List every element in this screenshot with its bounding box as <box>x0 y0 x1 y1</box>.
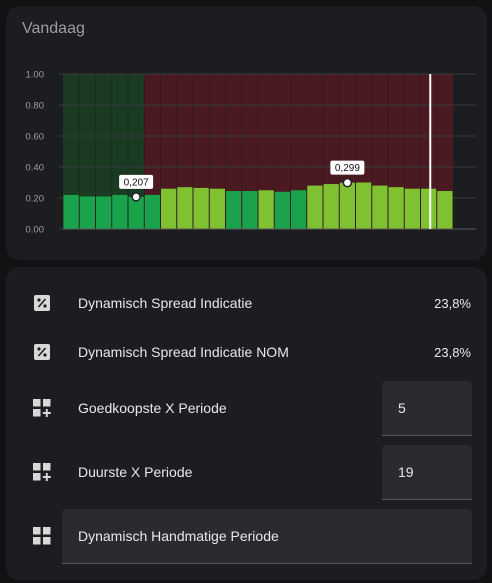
annotation-point <box>342 177 353 188</box>
grid-plus-icon <box>33 463 51 481</box>
price-bar <box>291 190 307 229</box>
price-bar <box>79 196 95 229</box>
expensive-period-input[interactable]: 19 <box>382 444 472 500</box>
entity-row-expensive-period: Duurste X Periode 19 <box>6 444 487 500</box>
entity-row-manual-period: Dynamisch Handmatige Periode <box>6 508 487 564</box>
price-bar <box>323 184 339 229</box>
price-bar <box>177 187 193 229</box>
price-chart-card: Vandaag 1.00 0.80 0.60 0.40 0.20 0.00 0,207 0,2… <box>6 6 487 260</box>
price-bar <box>96 196 112 229</box>
price-bar <box>144 194 160 229</box>
price-bar <box>258 190 274 229</box>
cheapest-period-input[interactable]: 5 <box>382 380 472 436</box>
grid-plus-icon <box>33 399 51 417</box>
entity-row-cheapest-period: Goedkoopste X Periode 5 <box>6 380 487 436</box>
entity-row-spread[interactable]: Dynamisch Spread Indicatie 23,8% <box>6 275 487 331</box>
chart-title: Vandaag <box>22 20 85 37</box>
price-bar <box>112 194 128 229</box>
entity-label: Dynamisch Handmatige Periode <box>78 527 279 544</box>
price-bar <box>388 187 404 229</box>
price-bar <box>307 185 323 229</box>
y-tick-label: 0.40 <box>26 163 45 174</box>
grid-icon <box>33 527 51 545</box>
entity-value: 23,8% <box>434 344 471 360</box>
y-tick-label: 0.20 <box>26 194 45 205</box>
percent-box-icon <box>34 295 50 311</box>
entity-label: Dynamisch Spread Indicatie NOM <box>78 344 289 360</box>
price-bar <box>193 187 209 229</box>
price-bar <box>274 191 290 229</box>
price-bar <box>161 188 177 229</box>
price-bar <box>209 188 225 229</box>
y-tick-label: 0.80 <box>26 101 45 112</box>
price-bar <box>437 191 453 229</box>
price-bar <box>356 182 372 229</box>
entity-label: Duurste X Periode <box>78 464 193 480</box>
price-bar <box>128 196 144 229</box>
annotation-point <box>131 192 141 202</box>
y-tick-label: 1.00 <box>26 70 45 81</box>
price-bar <box>339 182 355 229</box>
entity-value: 23,8% <box>434 295 471 311</box>
price-bar <box>242 191 258 229</box>
entity-row-spread-nom[interactable]: Dynamisch Spread Indicatie NOM 23,8% <box>6 324 487 380</box>
price-bar <box>226 191 242 229</box>
price-bar <box>404 188 420 229</box>
annotation-box <box>119 174 154 189</box>
price-chart[interactable]: 1.00 0.80 0.60 0.40 0.20 0.00 0,207 0,299 <box>6 6 487 260</box>
entity-label: Dynamisch Spread Indicatie <box>78 295 253 311</box>
annotation-box <box>330 160 365 175</box>
entities-card: Dynamisch Spread Indicatie 23,8% Dynamis… <box>6 267 487 580</box>
manual-period-select[interactable]: Dynamisch Handmatige Periode <box>62 508 472 564</box>
percent-box-icon <box>34 344 50 360</box>
price-bar <box>421 188 437 229</box>
y-tick-label: 0.00 <box>26 225 45 236</box>
annotation-label: 0,299 <box>335 163 360 174</box>
entity-label: Goedkoopste X Periode <box>78 400 227 416</box>
annotation-label: 0,207 <box>124 177 149 188</box>
price-bar <box>63 194 79 229</box>
y-tick-label: 0.60 <box>26 132 45 143</box>
price-bar <box>372 185 388 229</box>
